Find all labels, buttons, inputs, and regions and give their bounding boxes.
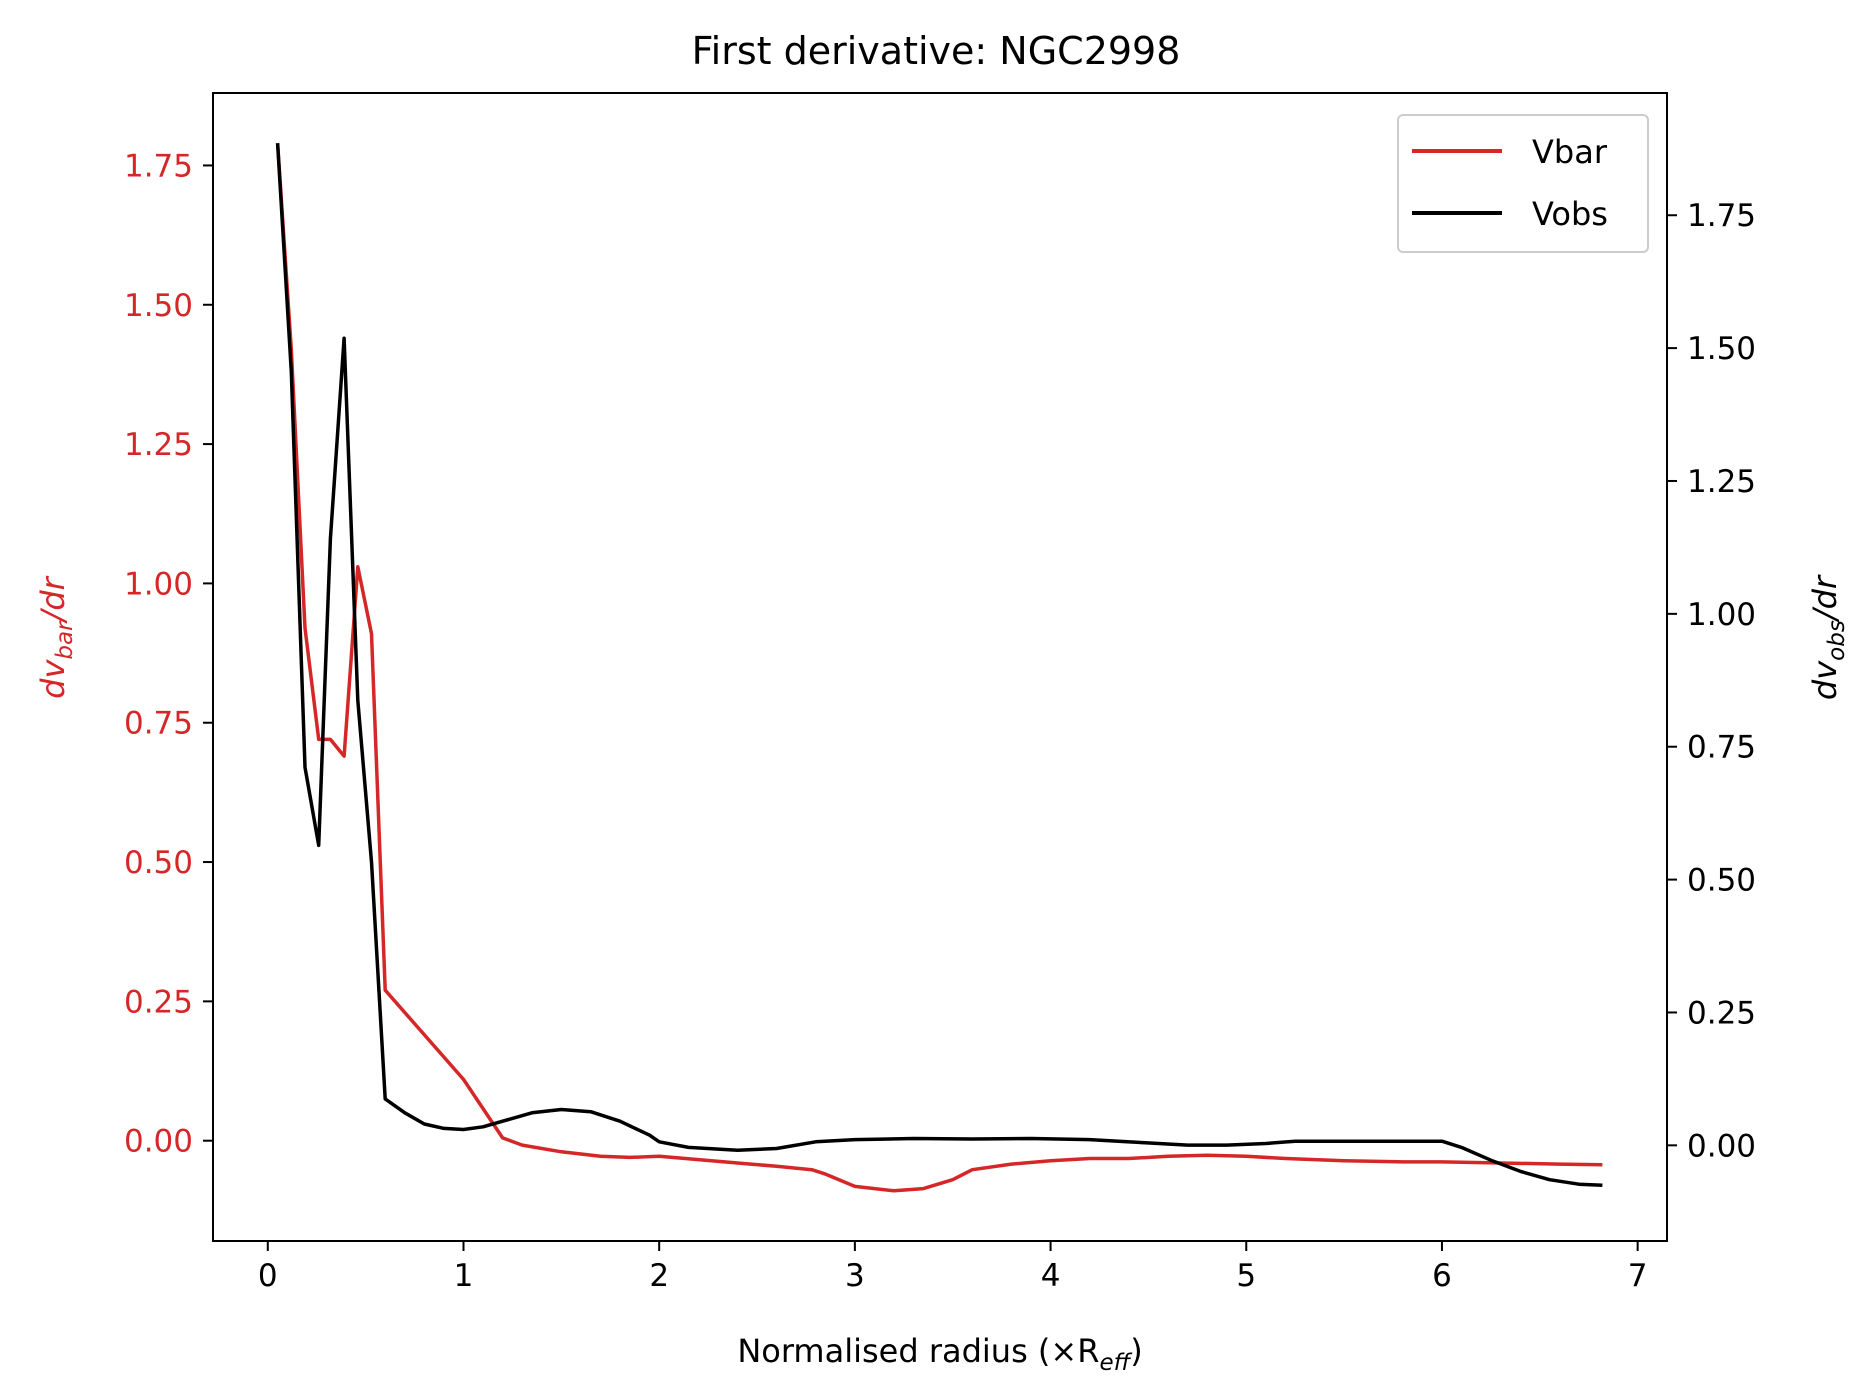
legend-box [1397, 114, 1649, 253]
x-tick-label: 4 [1041, 1258, 1061, 1294]
y-right-tick-label: 0.75 [1687, 730, 1756, 766]
y-axis-left: 0.00 0.25 0.50 0.75 1.00 1.25 1.50 1.75 [124, 148, 213, 1160]
y-right-tick-label: 1.50 [1687, 331, 1756, 367]
x-axis-label: Normalised radius (×Reff) [737, 1332, 1142, 1376]
y-right-tick-label: 0.00 [1687, 1128, 1756, 1164]
y-left-tick-label: 0.25 [124, 984, 193, 1020]
x-tick-label: 2 [649, 1258, 669, 1294]
y-left-tick-label: 0.00 [124, 1124, 193, 1160]
legend: Vbar Vobs [1397, 114, 1649, 253]
x-tick-label: 1 [454, 1258, 474, 1294]
y-left-tick-label: 1.75 [124, 148, 193, 184]
y-right-tick-label: 1.00 [1687, 597, 1756, 633]
y-left-tick-label: 0.50 [124, 845, 193, 881]
y-axis-left-label: dvbar/dr [34, 575, 78, 699]
x-tick-label: 7 [1628, 1258, 1648, 1294]
series-line-vobs [275, 143, 1603, 1188]
plot-frame [212, 92, 1668, 1242]
series-line-vbar [275, 143, 1603, 1193]
chart-title: First derivative: NGC2998 [692, 29, 1181, 73]
x-tick-label: 5 [1236, 1258, 1256, 1294]
legend-label-vobs: Vobs [1532, 195, 1608, 233]
y-left-tick-label: 1.00 [124, 566, 193, 602]
x-axis: 0 1 2 3 4 5 6 7 [258, 1241, 1648, 1294]
x-tick-label: 0 [258, 1258, 278, 1294]
y-right-tick-label: 0.50 [1687, 863, 1756, 899]
y-right-tick-label: 0.25 [1687, 995, 1756, 1031]
x-tick-label: 6 [1432, 1258, 1452, 1294]
x-tick-label: 3 [845, 1258, 865, 1294]
legend-label-vbar: Vbar [1532, 133, 1608, 171]
y-axis-right-label: dvobs/dr [1806, 574, 1850, 700]
y-left-tick-label: 0.75 [124, 706, 193, 742]
y-right-tick-label: 1.75 [1687, 198, 1756, 234]
y-right-tick-label: 1.25 [1687, 464, 1756, 500]
y-axis-right: 0.00 0.25 0.50 0.75 1.00 1.25 1.50 1.75 [1667, 198, 1756, 1164]
y-left-tick-label: 1.50 [124, 288, 193, 324]
series-layer [275, 143, 1603, 1193]
y-left-tick-label: 1.25 [124, 427, 193, 463]
